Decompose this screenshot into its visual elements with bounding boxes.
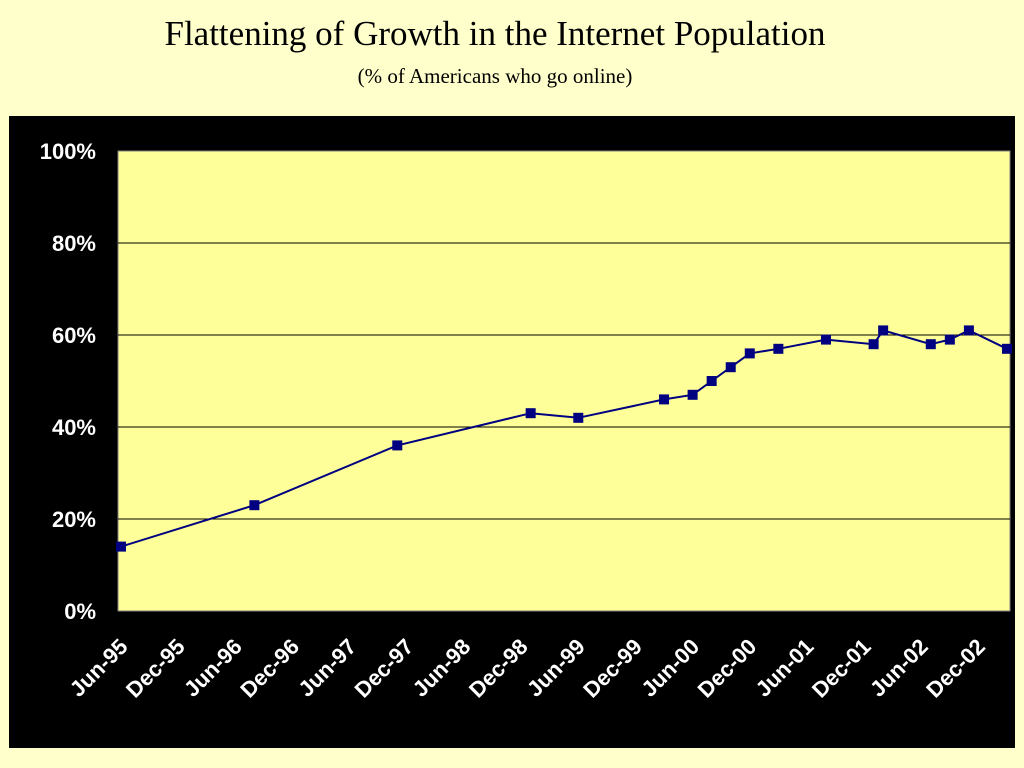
data-point	[820, 334, 831, 345]
data-point	[725, 362, 736, 373]
data-point	[868, 339, 879, 350]
data-point	[773, 343, 784, 354]
data-point	[573, 412, 584, 423]
x-tick-label: Dec-95	[121, 634, 190, 703]
y-tick-label: 60%	[52, 323, 96, 348]
x-tick-label: Jun-95	[65, 634, 133, 702]
data-point	[963, 325, 974, 336]
x-tick-label: Jun-98	[408, 634, 476, 702]
x-tick-label: Dec-00	[693, 634, 762, 703]
plot-area	[117, 150, 1011, 612]
data-point	[659, 394, 670, 405]
y-tick-label: 80%	[52, 231, 96, 256]
y-tick-label: 20%	[52, 507, 96, 532]
data-point	[525, 408, 536, 419]
data-point	[392, 440, 403, 451]
data-point	[925, 339, 936, 350]
chart-title: Flattening of Growth in the Internet Pop…	[164, 14, 826, 53]
data-point	[744, 348, 755, 359]
x-tick-label: Jun-01	[751, 634, 819, 702]
data-point	[1002, 343, 1012, 354]
x-tick-label: Dec-98	[464, 634, 533, 703]
y-tick-label: 100%	[40, 139, 96, 164]
data-point	[706, 376, 717, 386]
x-tick-label: Dec-02	[921, 634, 990, 703]
x-tick-label: Jun-99	[522, 634, 590, 702]
x-tick-label: Dec-97	[350, 634, 419, 703]
data-point	[944, 334, 955, 345]
data-point	[249, 500, 260, 511]
x-tick-label: Jun-02	[865, 634, 933, 702]
data-point	[116, 541, 126, 552]
x-tick-label: Dec-96	[235, 634, 304, 703]
y-tick-label: 0%	[64, 599, 96, 624]
data-point	[687, 389, 698, 400]
chart-subtitle: (% of Americans who go online)	[357, 64, 633, 88]
x-tick-label: Dec-99	[578, 634, 647, 703]
x-tick-label: Jun-00	[636, 634, 704, 702]
x-tick-label: Dec-01	[807, 634, 876, 703]
x-tick-label: Jun-96	[179, 634, 247, 702]
x-tick-label: Jun-97	[293, 634, 361, 702]
data-point	[878, 325, 889, 336]
y-tick-label: 40%	[52, 415, 96, 440]
